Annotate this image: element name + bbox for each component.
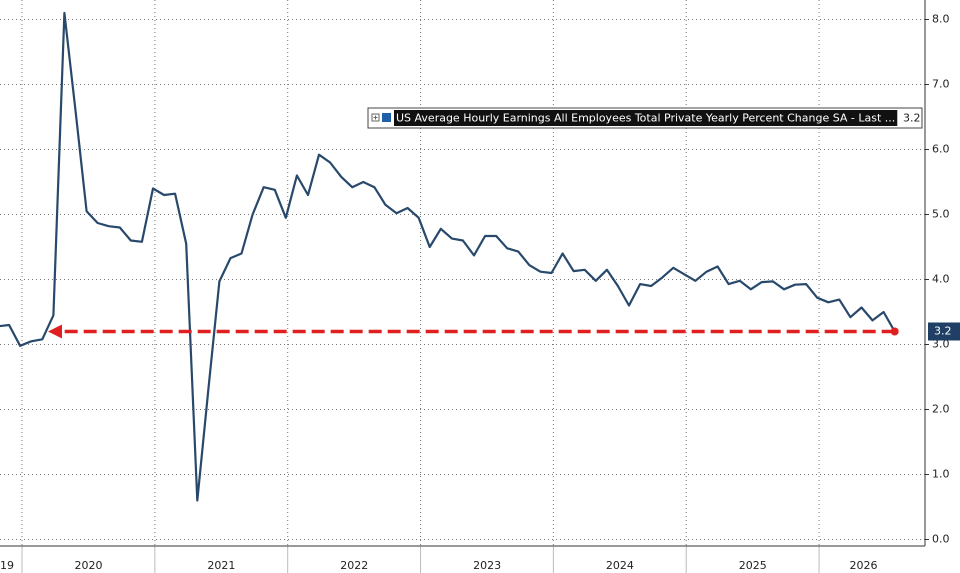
y-tick-label: 3.0 [932, 338, 950, 351]
legend-highlight [394, 110, 898, 126]
x-tick-label: 2025 [739, 559, 767, 572]
legend-value: 3.2 [903, 112, 921, 125]
y-tick-label: 4.0 [932, 273, 950, 286]
y-tick-label: 6.0 [932, 143, 950, 156]
arrow-dot [890, 327, 899, 336]
x-tick-label: 2022 [340, 559, 368, 572]
y-tick-label: 5.0 [932, 208, 950, 221]
x-tick-label: 2020 [75, 559, 103, 572]
last-value-tag [928, 322, 960, 341]
x-tick-label: 2019 [0, 559, 14, 572]
x-tick-label: 2026 [849, 559, 877, 572]
legend-toggle-plus [373, 115, 378, 120]
series-line [0, 11, 896, 502]
x-tick-label: 2024 [606, 559, 634, 572]
y-tick-label: 7.0 [932, 78, 950, 91]
y-tick-label: 0.0 [932, 533, 950, 546]
last-value-label: 3.2 [934, 325, 952, 338]
x-tick-label: 2021 [207, 559, 235, 572]
legend-label: US Average Hourly Earnings All Employees… [396, 112, 895, 125]
y-tick-label: 8.0 [932, 13, 950, 26]
y-tick-label: 1.0 [932, 468, 950, 481]
arrow-head [48, 324, 62, 339]
legend-swatch [382, 113, 391, 122]
x-tick-label: 2023 [473, 559, 501, 572]
y-tick-label: 2.0 [932, 403, 950, 416]
